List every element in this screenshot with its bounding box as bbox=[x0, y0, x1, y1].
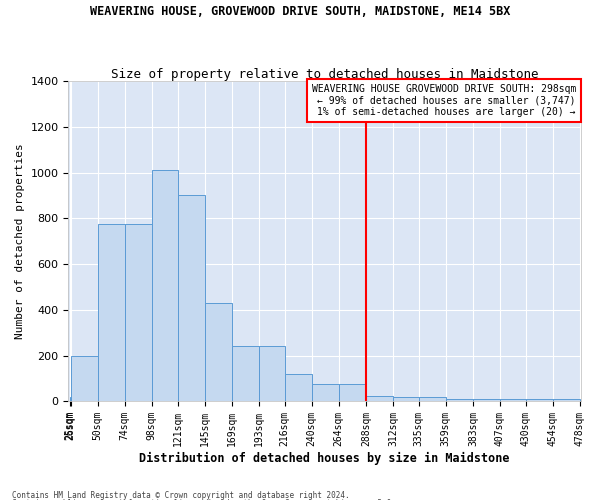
Bar bbox=[446, 399, 473, 402]
Bar bbox=[259, 346, 285, 402]
Bar bbox=[285, 374, 312, 402]
Text: Contains HM Land Registry data © Crown copyright and database right 2024.: Contains HM Land Registry data © Crown c… bbox=[12, 490, 350, 500]
Title: Size of property relative to detached houses in Maidstone: Size of property relative to detached ho… bbox=[111, 68, 538, 81]
Y-axis label: Number of detached properties: Number of detached properties bbox=[15, 144, 25, 339]
Bar bbox=[98, 224, 125, 402]
Bar bbox=[152, 170, 178, 402]
X-axis label: Distribution of detached houses by size in Maidstone: Distribution of detached houses by size … bbox=[139, 452, 510, 465]
Bar bbox=[70, 397, 71, 402]
Bar bbox=[232, 346, 259, 402]
Bar bbox=[366, 396, 393, 402]
Bar bbox=[205, 303, 232, 402]
Bar bbox=[393, 397, 419, 402]
Bar bbox=[312, 384, 339, 402]
Text: WEAVERING HOUSE GROVEWOOD DRIVE SOUTH: 298sqm
← 99% of detached houses are small: WEAVERING HOUSE GROVEWOOD DRIVE SOUTH: 2… bbox=[311, 84, 576, 117]
Bar bbox=[473, 399, 500, 402]
Bar bbox=[339, 384, 366, 402]
Bar bbox=[178, 196, 205, 402]
Bar bbox=[71, 356, 98, 402]
Bar bbox=[419, 397, 446, 402]
Text: Contains public sector information licensed under the Open Government Licence v3: Contains public sector information licen… bbox=[12, 499, 396, 500]
Bar bbox=[526, 399, 553, 402]
Bar bbox=[553, 399, 580, 402]
Text: WEAVERING HOUSE, GROVEWOOD DRIVE SOUTH, MAIDSTONE, ME14 5BX: WEAVERING HOUSE, GROVEWOOD DRIVE SOUTH, … bbox=[90, 5, 510, 18]
Bar bbox=[125, 224, 152, 402]
Bar bbox=[500, 399, 526, 402]
